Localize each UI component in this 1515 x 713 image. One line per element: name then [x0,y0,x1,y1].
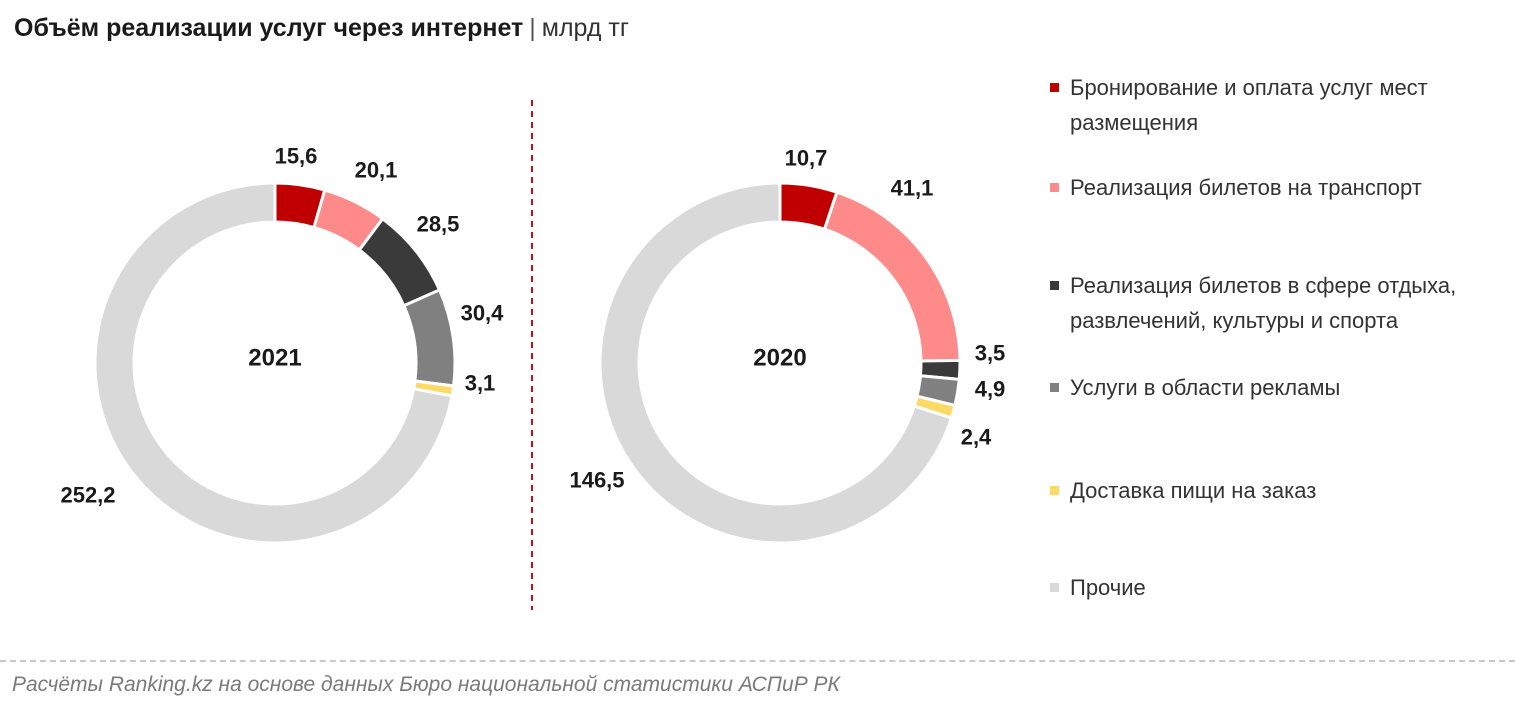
donut-2020-label-2: 41,1 [891,176,934,201]
title-separator: | [529,14,536,42]
donut-2021-label-5: 3,1 [465,371,496,396]
donut-2021-segment-4 [401,287,457,388]
chart-title: Объём реализации услуг через интернет | мл… [14,14,629,43]
donut-2021-label-1: 15,6 [275,144,318,169]
donut-2021-label-2: 20,1 [355,158,398,183]
donut-2020-label-5: 2,4 [961,425,992,450]
legend-item-4: Услуги в области рекламы [1050,370,1500,405]
donut-2020-label-1: 10,7 [785,146,828,171]
donut-2020-segment-2 [822,190,962,363]
donut-2020-label-6: 146,5 [569,468,624,493]
legend-label: Доставка пищи на заказ [1070,478,1317,503]
donut-2021-label-3: 28,5 [417,212,460,237]
chart-legend: Бронирование и оплата услуг мест размеще… [1050,0,1505,640]
legend-item-6: Прочие [1050,570,1500,605]
legend-label: Реализация билетов на транспорт [1070,175,1422,200]
legend-item-5: Доставка пищи на заказ [1050,473,1500,508]
donut-2020-center-label: 2020 [753,345,806,372]
donut-2021-label-4: 30,4 [461,301,505,326]
donut-2020-label-3: 3,5 [975,341,1006,366]
legend-item-3: Реализация билетов в сфере отдыха, развл… [1050,268,1500,338]
legend-item-1: Бронирование и оплата услуг мест размеще… [1050,70,1500,140]
donut-2021-center-label: 2021 [248,345,301,372]
legend-swatch [1050,281,1059,290]
chart-title-text: Объём реализации услуг через интернет [14,14,524,42]
legend-swatch [1050,183,1059,192]
chart-unit: млрд тг [541,14,629,42]
legend-swatch [1050,486,1059,495]
legend-label: Реализация билетов в сфере отдыха, развл… [1070,273,1457,333]
legend-item-2: Реализация билетов на транспорт [1050,170,1500,205]
donut-2020-label-4: 4,9 [975,377,1006,402]
donut-2021-segment-6 [93,181,454,545]
donut-charts: 15,6 20,1 28,5 30,4 3,1 252,2 2021 10,7 41,1 3,5 4… [60,100,1006,610]
donut-2020-segment-6 [598,181,954,545]
legend-label: Услуги в области рекламы [1070,375,1341,400]
legend-swatch [1050,583,1059,592]
donut-2021-label-6: 252,2 [60,483,115,508]
legend-swatch [1050,83,1059,92]
legend-label: Прочие [1070,575,1146,600]
legend-label: Бронирование и оплата услуг мест размеще… [1070,75,1428,135]
legend-swatch [1050,383,1059,392]
source-divider [0,660,1515,662]
source-note: Расчёты Ranking.kz на основе данных Бюро… [12,673,840,696]
